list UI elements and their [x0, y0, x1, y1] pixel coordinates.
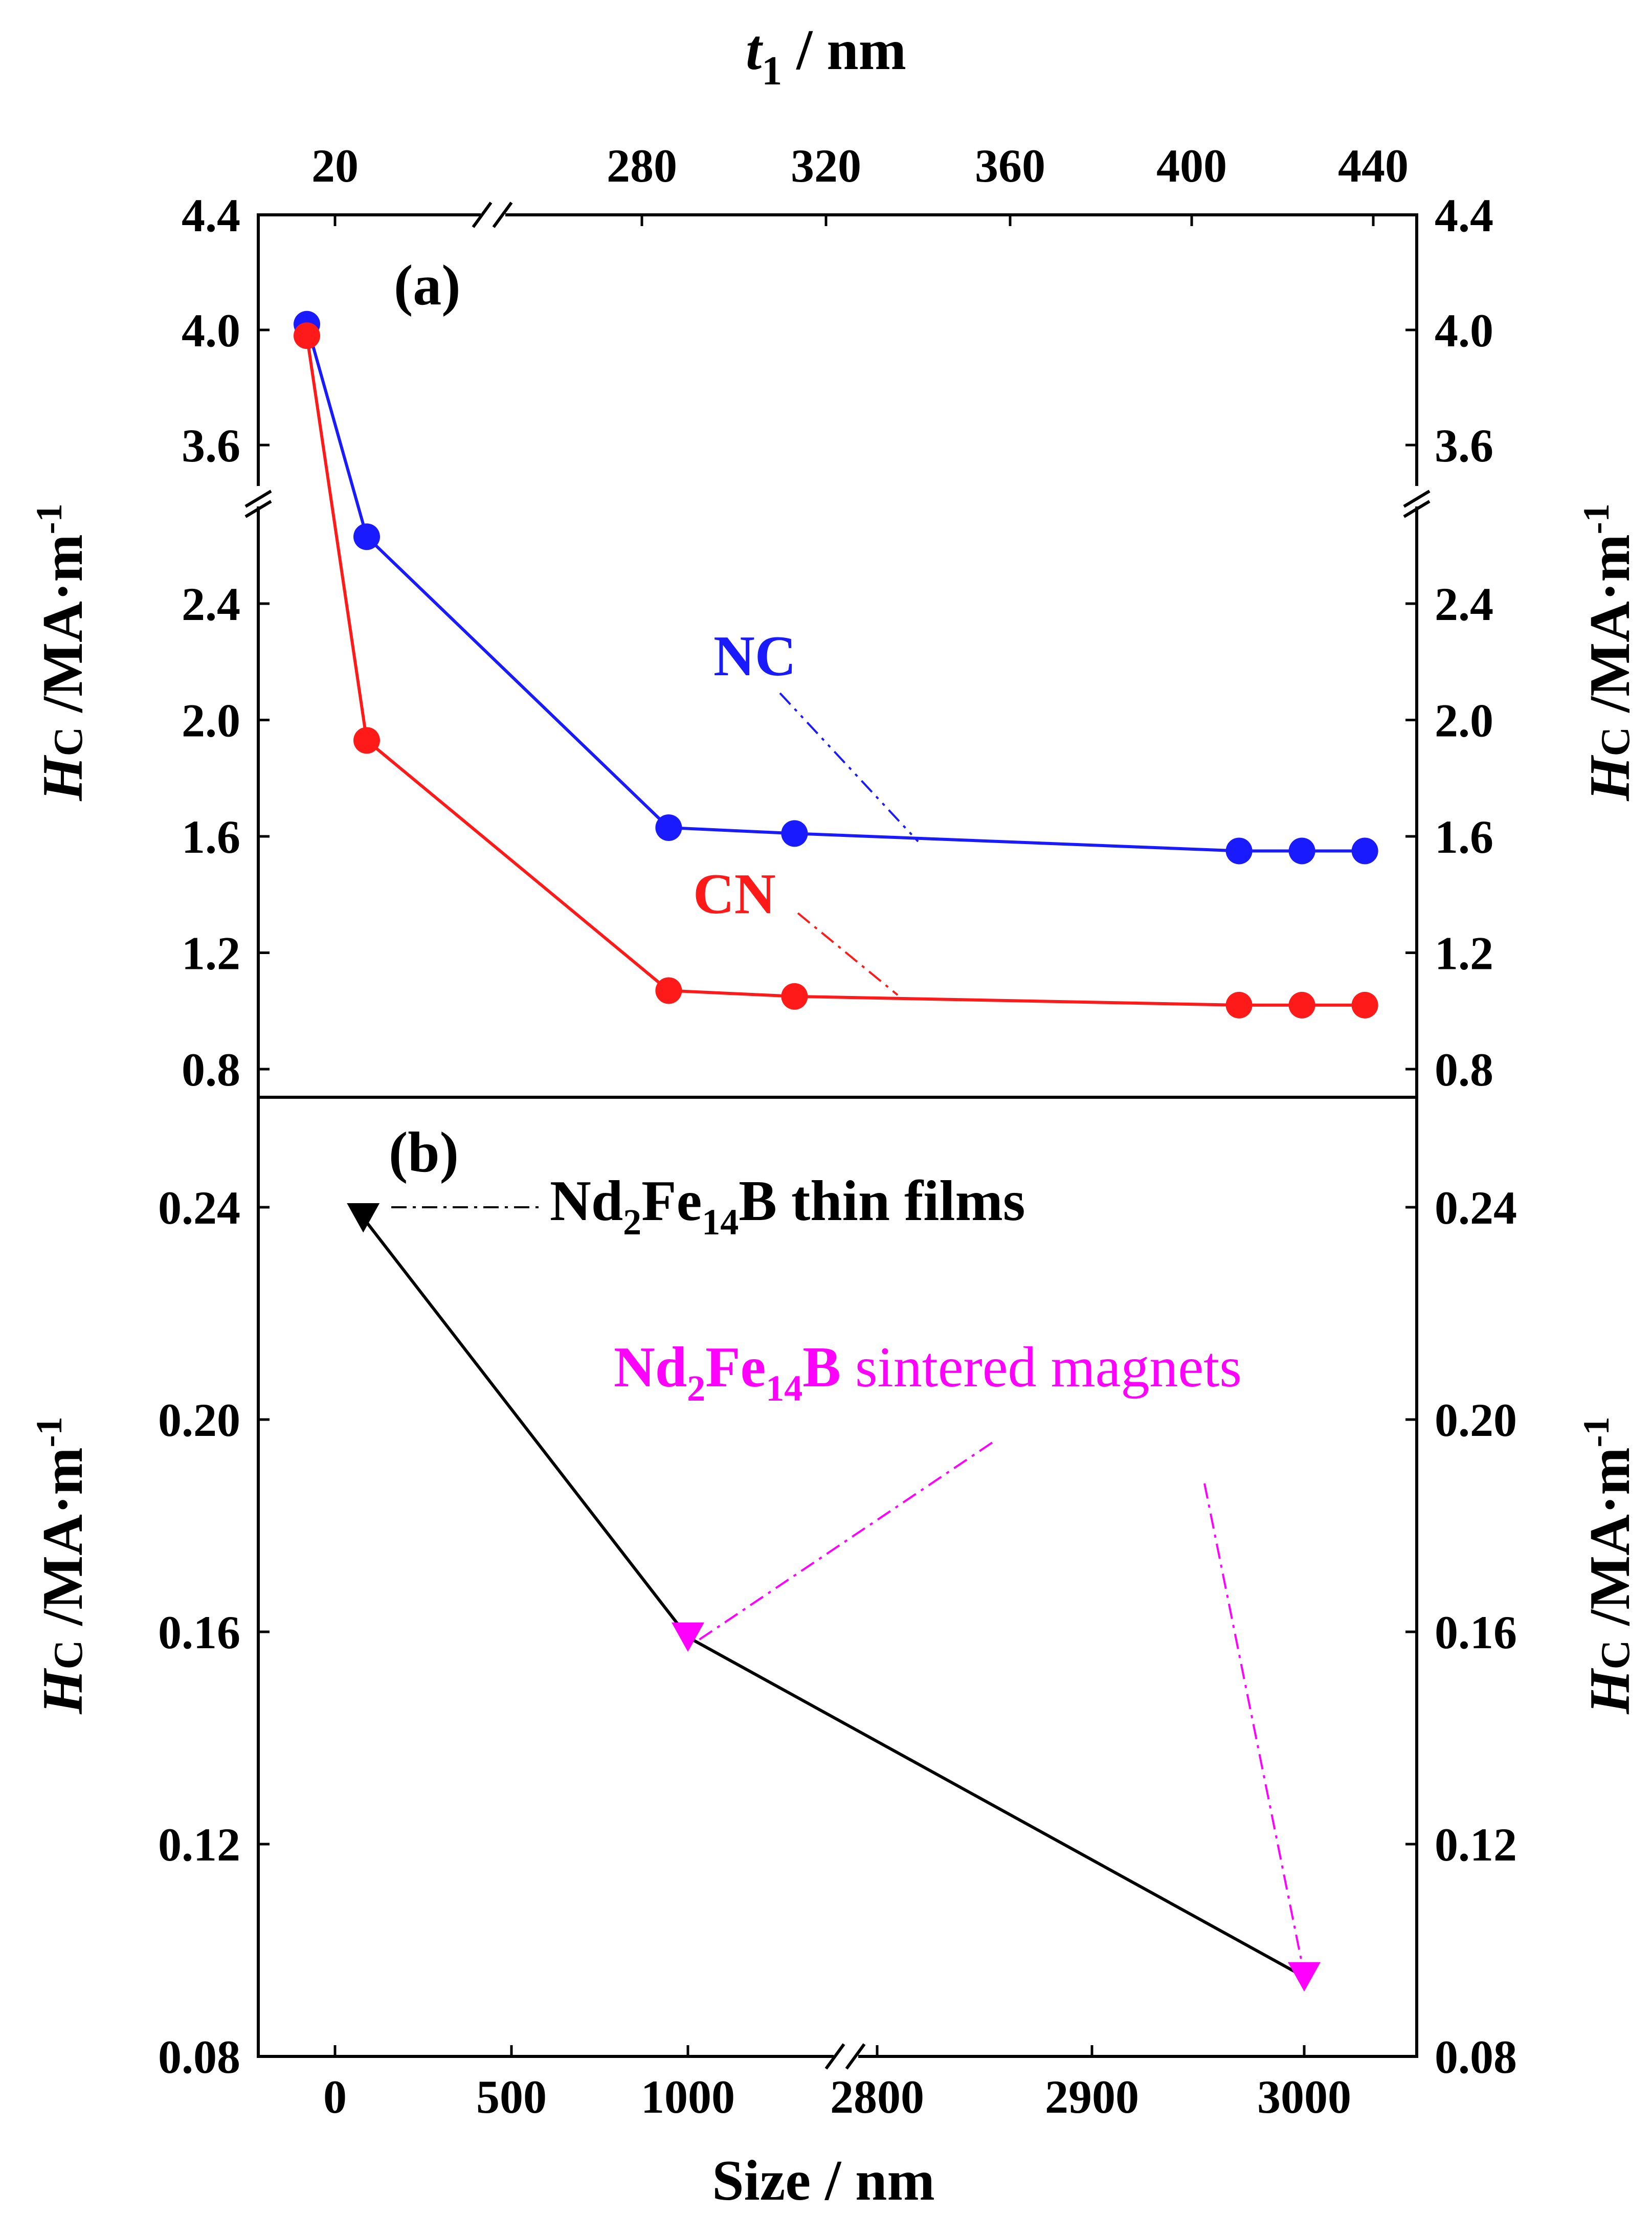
series-lines: [305, 323, 1365, 1979]
axis-breaks: [244, 202, 1431, 2070]
top-x-tick-label: 320: [791, 140, 861, 192]
bottom-x-tick-label: 3000: [1257, 2071, 1351, 2123]
bottom-x-tick-label: 2900: [1045, 2071, 1139, 2123]
data-point-nc: [781, 820, 808, 847]
a-right-y-tick-label: 0.8: [1435, 1044, 1493, 1096]
left-y-axis-title-a: HC /MA·m-1: [29, 503, 95, 801]
bottom-axis-title: Size / nm: [712, 2149, 935, 2212]
data-point-cn: [781, 983, 808, 1010]
triangle-marker: [672, 1622, 704, 1652]
top-x-tick-label: 20: [311, 140, 359, 192]
a-left-y-tick-label: 2.4: [182, 578, 240, 630]
bottom-x-tick-label: 0: [323, 2071, 347, 2123]
b-right-y-tick-label: 0.08: [1435, 2031, 1517, 2083]
panel-label-a: (a): [394, 254, 461, 317]
b-left-y-tick-label: 0.24: [158, 1182, 240, 1234]
b-right-y-tick-label: 0.24: [1435, 1182, 1517, 1234]
a-left-y-tick-label: 1.6: [182, 811, 240, 863]
left-y-axis-title-b: HC /MA·m-1: [29, 1416, 95, 1714]
top-x-tick-label: 360: [975, 140, 1045, 192]
sintered-leader-line-left: [695, 1442, 993, 1643]
series-line-cn: [305, 335, 1365, 1007]
b-right-y-tick-label: 0.20: [1435, 1394, 1517, 1446]
series-line-nc: [305, 323, 1365, 853]
data-point-cn: [1225, 991, 1253, 1018]
a-right-y-tick-label: 4.0: [1435, 304, 1493, 357]
data-point-nc: [1288, 837, 1315, 865]
a-right-y-tick-label: 1.2: [1435, 927, 1493, 980]
ticks-layer: 0.8 0.8 1.2 1.2 1.6 1.6 2.0 2.0 2.4 2.4 3.6 3.6 4.0 4…: [158, 140, 1517, 2123]
data-point-nc: [1351, 837, 1378, 865]
data-point-cn: [1288, 991, 1315, 1018]
b-left-y-tick-label: 0.12: [158, 1819, 240, 1871]
bottom-x-tick-label: 500: [476, 2071, 547, 2123]
a-left-y-tick-label: 4.4: [182, 189, 240, 241]
cn-leader-line: [797, 912, 899, 996]
a-left-y-tick-label: 0.8: [182, 1044, 240, 1096]
a-left-y-tick-label: 4.0: [182, 304, 240, 357]
data-point-nc: [1225, 837, 1253, 865]
data-point-cn: [655, 977, 682, 1004]
b-left-y-tick-label: 0.16: [158, 1606, 240, 1658]
sintered-magnets-annotation: Nd2Fe14B sintered magnets: [614, 1336, 1242, 1409]
top-x-tick-label: 400: [1156, 140, 1227, 192]
a-right-y-tick-label: 4.4: [1435, 189, 1493, 241]
data-point-cn: [353, 727, 380, 754]
series-markers: [294, 311, 1378, 1992]
b-right-y-tick-label: 0.16: [1435, 1606, 1517, 1658]
nc-leader-line: [779, 692, 919, 843]
data-point-nc: [655, 814, 682, 841]
top-x-tick-label: 440: [1338, 140, 1409, 192]
a-right-y-tick-label: 3.6: [1435, 419, 1493, 472]
a-right-y-tick-label: 2.4: [1435, 578, 1493, 630]
top-axis-title: t1 / nm: [746, 18, 906, 94]
thin-films-annotation: Nd2Fe14B thin films: [550, 1169, 1025, 1243]
panel-label-b: (b): [389, 1121, 459, 1184]
series-line-size: [362, 1216, 1305, 1979]
data-point-cn: [1351, 991, 1378, 1018]
a-right-y-tick-label: 1.6: [1435, 811, 1493, 863]
bottom-x-tick-label: 1000: [641, 2071, 735, 2123]
a-right-y-tick-label: 2.0: [1435, 695, 1493, 747]
triangle-marker: [347, 1203, 380, 1233]
leader-lines: [391, 692, 1305, 1975]
data-point-nc: [353, 523, 380, 550]
a-left-y-tick-label: 1.2: [182, 927, 240, 980]
right-y-axis-title-a: HC /MA·m-1: [1576, 503, 1642, 801]
triangle-marker: [1288, 1962, 1321, 1992]
a-left-y-tick-label: 2.0: [182, 695, 240, 747]
top-x-tick-label: 280: [607, 140, 677, 192]
b-left-y-tick-label: 0.20: [158, 1394, 240, 1446]
b-left-y-tick-label: 0.08: [158, 2031, 240, 2083]
sintered-leader-line-right: [1203, 1483, 1305, 1975]
bottom-x-tick-label: 2800: [830, 2071, 924, 2123]
right-y-axis-title-b: HC /MA·m-1: [1576, 1416, 1642, 1714]
cn-series-label: CN: [693, 862, 776, 926]
b-right-y-tick-label: 0.12: [1435, 1819, 1517, 1871]
a-left-y-tick-label: 3.6: [182, 419, 240, 472]
data-point-cn: [294, 322, 320, 349]
nc-series-label: NC: [713, 625, 796, 688]
